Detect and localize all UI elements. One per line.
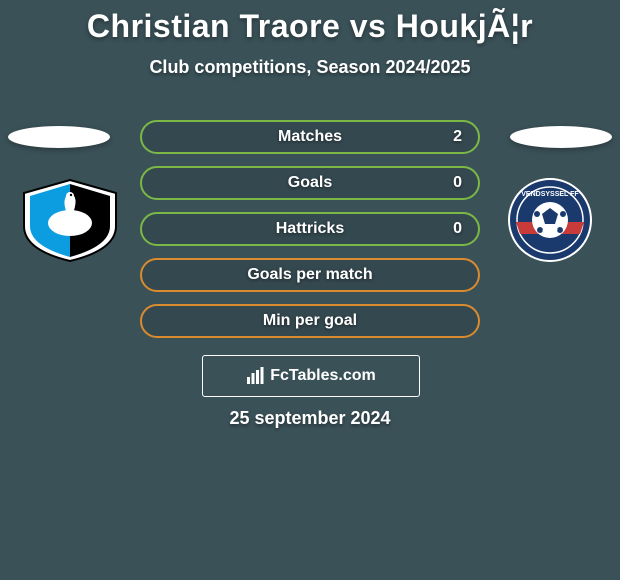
stat-value: 2 (453, 128, 462, 146)
stat-label: Goals (288, 174, 332, 192)
subtitle: Club competitions, Season 2024/2025 (0, 57, 620, 78)
team-badge-left (20, 178, 120, 263)
stats-list: Matches 2 Goals 0 Hattricks 0 Goals per … (140, 120, 480, 350)
stat-row-matches: Matches 2 (140, 120, 480, 154)
left-platform (8, 126, 110, 148)
h2h-infographic: Christian Traore vs HoukjÃ¦r Club compet… (0, 0, 620, 580)
stat-value: 0 (453, 174, 462, 192)
stat-label: Matches (278, 128, 342, 146)
vendsyssel-badge-icon: VENDSYSSEL FF 2013 (500, 178, 600, 263)
hb-koge-badge-icon (20, 178, 120, 263)
bar-chart-icon (246, 367, 264, 385)
stat-row-goals: Goals 0 (140, 166, 480, 200)
stat-label: Goals per match (247, 266, 372, 284)
stat-row-hattricks: Hattricks 0 (140, 212, 480, 246)
stat-label: Min per goal (263, 312, 357, 330)
fctables-label: FcTables.com (270, 367, 376, 385)
page-title: Christian Traore vs HoukjÃ¦r (0, 0, 620, 45)
svg-text:VENDSYSSEL FF: VENDSYSSEL FF (521, 191, 579, 198)
date-label: 25 september 2024 (0, 408, 620, 429)
stat-label: Hattricks (276, 220, 344, 238)
stat-row-min-per-goal: Min per goal (140, 304, 480, 338)
svg-text:2013: 2013 (542, 226, 558, 233)
stat-value: 0 (453, 220, 462, 238)
fctables-watermark: FcTables.com (202, 355, 420, 397)
team-badge-right: VENDSYSSEL FF 2013 (500, 178, 600, 263)
right-platform (510, 126, 612, 148)
stat-row-goals-per-match: Goals per match (140, 258, 480, 292)
